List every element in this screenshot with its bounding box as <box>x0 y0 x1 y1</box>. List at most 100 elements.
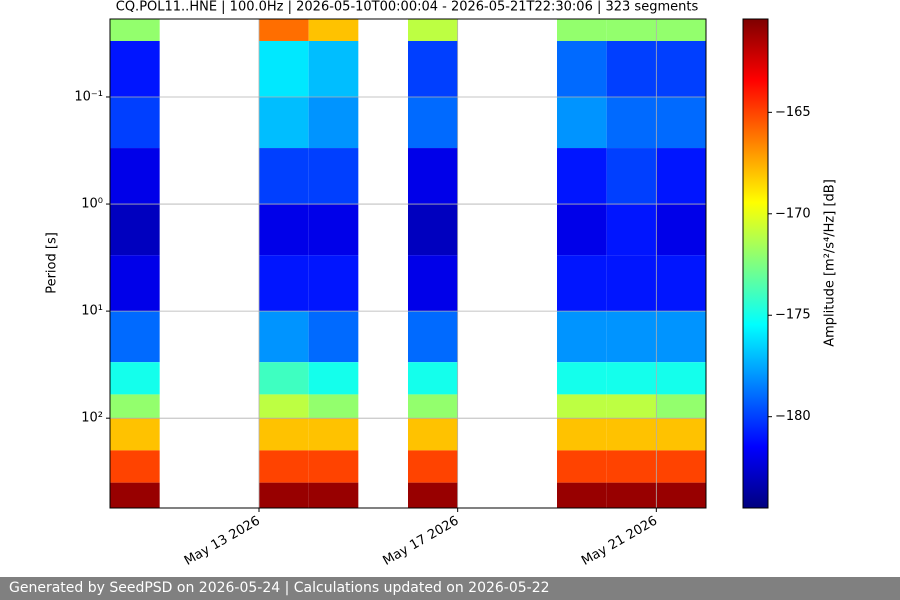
cell <box>408 482 458 508</box>
y-tick-label: 10¹ <box>81 304 103 319</box>
cell <box>408 362 458 395</box>
cell <box>557 148 607 205</box>
cell <box>308 418 359 451</box>
cell <box>656 255 706 312</box>
cell <box>606 255 657 312</box>
cell <box>557 19 607 41</box>
cell <box>110 19 160 41</box>
cell <box>259 255 309 312</box>
cell <box>606 96 657 149</box>
colorbar-tick-label: −165 <box>775 105 811 120</box>
cell <box>308 362 359 395</box>
cell <box>110 96 160 149</box>
cell <box>557 418 607 451</box>
cell <box>606 311 657 363</box>
cell <box>110 148 160 205</box>
cell <box>259 362 309 395</box>
colorbar <box>742 18 769 509</box>
footer: Generated by SeedPSD on 2026-05-24 | Cal… <box>0 577 900 600</box>
x-tick-label: May 21 2026 <box>579 514 660 569</box>
cell <box>557 255 607 312</box>
cell <box>557 204 607 256</box>
cell <box>110 482 160 508</box>
cell <box>308 482 359 508</box>
y-tick-label: 10² <box>81 411 103 426</box>
cell <box>408 450 458 483</box>
cell <box>557 96 607 149</box>
cell <box>259 19 309 41</box>
plot-frame <box>109 18 707 509</box>
cell <box>656 204 706 256</box>
cell <box>308 204 359 256</box>
cell <box>408 418 458 451</box>
cell <box>408 311 458 363</box>
cell <box>557 311 607 363</box>
cell <box>656 311 706 363</box>
colorbar-tick-label: −180 <box>775 409 811 424</box>
cell <box>308 96 359 149</box>
cell <box>110 311 160 363</box>
cell <box>606 450 657 483</box>
cell <box>557 394 607 419</box>
cell <box>259 311 309 363</box>
cell <box>110 255 160 312</box>
cell <box>408 19 458 41</box>
cell <box>656 148 706 205</box>
x-tick-label: May 17 2026 <box>380 514 461 569</box>
cell <box>557 362 607 395</box>
cell <box>606 204 657 256</box>
cell <box>606 394 657 419</box>
cell <box>408 148 458 205</box>
cell <box>259 96 309 149</box>
cell <box>259 394 309 419</box>
colorbar-label: Amplitude [m²/s⁴/Hz] [dB] <box>823 179 838 347</box>
cell <box>656 482 706 508</box>
cell <box>656 362 706 395</box>
chart: CQ.POL11..HNE | 100.0Hz | 2026-05-10T00:… <box>45 0 838 569</box>
cell <box>308 148 359 205</box>
cell <box>110 362 160 395</box>
cell <box>308 394 359 419</box>
cell <box>110 204 160 256</box>
y-tick-label: 10⁰ <box>81 197 103 212</box>
cell <box>408 40 458 97</box>
cell <box>110 40 160 97</box>
cell <box>656 96 706 149</box>
cell <box>408 255 458 312</box>
cell <box>408 204 458 256</box>
cell <box>408 394 458 419</box>
chart-title: CQ.POL11..HNE | 100.0Hz | 2026-05-10T00:… <box>116 0 699 15</box>
cell <box>656 19 706 41</box>
cell <box>606 148 657 205</box>
colorbar-tick-label: −170 <box>775 206 811 221</box>
cell <box>259 148 309 205</box>
x-tick-label: May 13 2026 <box>182 514 263 569</box>
cell <box>259 482 309 508</box>
cell <box>656 394 706 419</box>
cell <box>308 450 359 483</box>
cell <box>557 482 607 508</box>
cell <box>259 204 309 256</box>
cell <box>606 40 657 97</box>
cell <box>606 482 657 508</box>
cell <box>110 450 160 483</box>
cell <box>259 418 309 451</box>
cell <box>557 40 607 97</box>
cell <box>308 311 359 363</box>
colorbar-tick-label: −175 <box>775 308 811 323</box>
cell <box>656 450 706 483</box>
cell <box>308 40 359 97</box>
cell <box>259 40 309 97</box>
cell <box>110 418 160 451</box>
y-axis-label: Period [s] <box>45 232 60 294</box>
cell <box>557 450 607 483</box>
cell <box>606 19 657 41</box>
cell <box>308 19 359 41</box>
cell <box>259 450 309 483</box>
cell <box>308 255 359 312</box>
cell <box>656 40 706 97</box>
cell <box>606 418 657 451</box>
cell <box>408 96 458 149</box>
